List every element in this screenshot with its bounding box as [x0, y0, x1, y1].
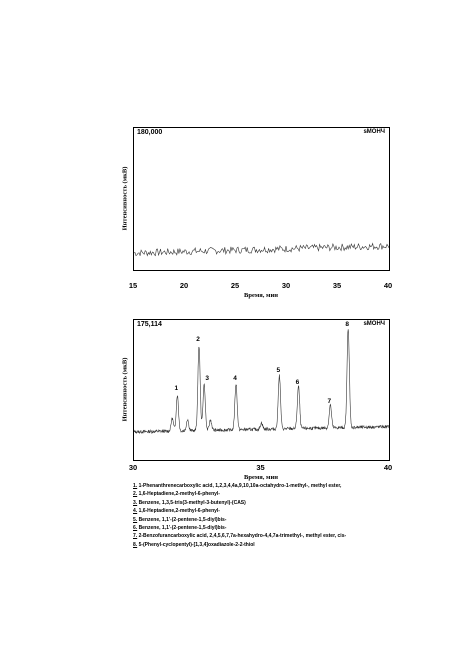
legend-compound-name: Benzene, 1,1'-(2-pentene-1,5-diyl)bis- — [138, 525, 227, 532]
signal-trace — [134, 329, 389, 435]
y-axis-label: Интенсивность (мкВ) — [121, 166, 129, 231]
chromatogram-bottom: 175,114 ѕМОНЧ — [133, 319, 390, 461]
x-tick-label: 30 — [281, 281, 291, 290]
signal-trace — [134, 242, 389, 257]
legend-item: 5. Benzene, 1,1'-(2-pentene-1,5-diyl)bis… — [133, 516, 453, 524]
legend-compound-name: 1,6-Heptadiene,2-methyl-6-phenyl- — [138, 491, 220, 498]
legend-compound-name: 2-Benzofurancarboxylic acid, 2,4,5,6,7,7… — [138, 533, 347, 540]
legend-number: 1. — [133, 483, 138, 489]
x-tick-label: 35 — [256, 463, 265, 472]
compound-legend: 1. 1-Phenanthrenecarboxylic acid, 1,2,3,… — [133, 482, 453, 549]
peak-label: 8 — [345, 321, 349, 328]
max-intensity-value: 180,000 — [137, 129, 163, 136]
legend-number: 6. — [133, 525, 138, 532]
legend-item: 4. 1,6-Heptadiene,2-methyl-6-phenyl- — [133, 507, 453, 515]
legend-number: 4. — [133, 508, 138, 515]
peak-label: 6 — [295, 378, 300, 386]
legend-item: 2. 1,6-Heptadiene,2-methyl-6-phenyl- — [133, 490, 453, 498]
x-tick-label: 40 — [383, 281, 393, 290]
legend-compound-name: 1,6-Heptadiene,2-methyl-6-phenyl- — [138, 508, 220, 515]
legend-compound-name: 5-(Phenyl-cyclopentyl)-[1,3,4]oxadiazole… — [138, 541, 255, 548]
legend-item: 7. 2-Benzofurancarboxylic acid, 2,4,5,6,… — [133, 532, 453, 540]
peak-label: 1 — [174, 385, 179, 392]
legend-item: 6. Benzene, 1,1'-(2-pentene-1,5-diyl)bis… — [133, 524, 453, 532]
legend-number: 5. — [133, 516, 138, 523]
max-intensity-value: 175,114 — [137, 321, 162, 328]
x-tick-label: 30 — [128, 463, 138, 472]
legend-item: 1. 1-Phenanthrenecarboxylic acid, 1,2,3,… — [133, 482, 453, 490]
peak-label: 7 — [327, 397, 332, 405]
legend-compound-name: Benzene, 1,3,5-tris(3-methyl-3-butenyl)-… — [138, 499, 246, 506]
legend-number: 7. — [133, 533, 138, 540]
peak-label: 2 — [196, 336, 200, 344]
legend-number: 8. — [133, 541, 138, 548]
detector-tag: ѕМОНЧ — [363, 321, 385, 327]
peak-label: 5 — [276, 367, 281, 375]
x-tick-label: 20 — [179, 281, 189, 290]
legend-number: 3. — [133, 499, 138, 506]
legend-item: 8. 5-(Phenyl-cyclopentyl)-[1,3,4]oxadiaz… — [133, 541, 453, 549]
legend-number: 2. — [133, 491, 138, 498]
x-tick-label: 35 — [332, 281, 342, 290]
x-tick-label: 15 — [128, 281, 138, 290]
chromatogram-bottom-plot — [134, 329, 389, 435]
x-tick-label: 40 — [383, 463, 393, 472]
x-axis-label: Время, мин — [244, 292, 278, 299]
detector-tag: ѕМОНЧ — [363, 129, 385, 135]
chromatogram-top: 180,000 ѕМОНЧ — [133, 127, 390, 271]
legend-compound-name: Benzene, 1,1'-(2-pentene-1,5-diyl)bis- — [138, 516, 227, 523]
x-axis-label: Время, мин — [244, 474, 278, 481]
y-axis-label: Интенсивность (мкВ) — [121, 357, 129, 422]
x-tick-label: 25 — [230, 281, 240, 290]
legend-compound-name: 1-Phenanthrenecarboxylic acid, 1,2,3,4,4… — [138, 483, 342, 489]
peak-label: 4 — [233, 374, 237, 382]
chromatogram-top-plot — [134, 242, 389, 257]
legend-item: 3. Benzene, 1,3,5-tris(3-methyl-3-buteny… — [133, 499, 453, 507]
peak-label: 3 — [205, 374, 209, 382]
